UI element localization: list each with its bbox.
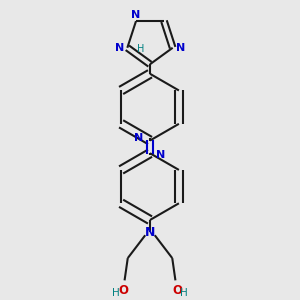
Text: N: N — [134, 133, 143, 143]
Text: O: O — [172, 284, 182, 296]
Text: N: N — [145, 226, 155, 238]
Text: H: H — [180, 288, 188, 298]
Text: H: H — [137, 44, 144, 54]
Text: N: N — [131, 10, 141, 20]
Text: N: N — [115, 43, 124, 53]
Text: H: H — [112, 288, 120, 298]
Text: N: N — [157, 151, 166, 160]
Text: N: N — [176, 43, 185, 53]
Text: O: O — [118, 284, 128, 296]
